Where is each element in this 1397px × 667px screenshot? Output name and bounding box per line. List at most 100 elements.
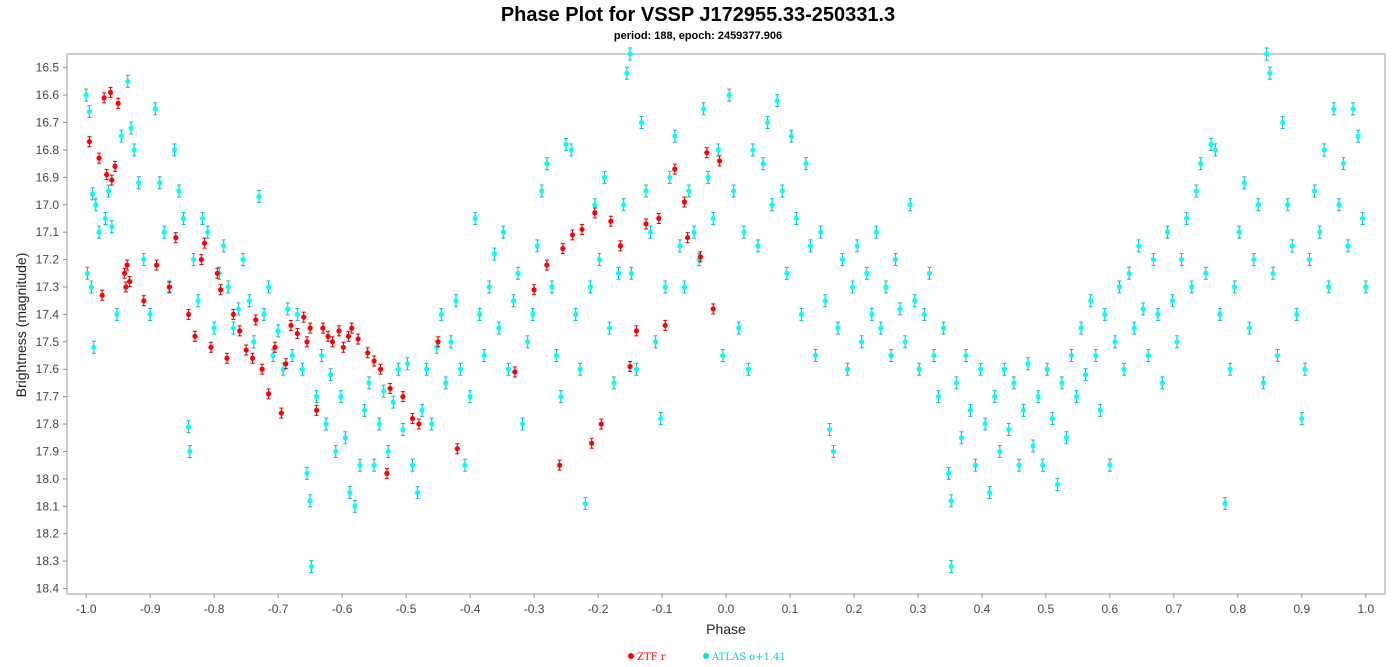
x-tick-label: -0.9 — [140, 602, 161, 616]
ztf-r-data-point — [579, 223, 585, 235]
atlas-o-data-point — [736, 321, 742, 335]
atlas-o-data-point — [357, 458, 363, 472]
atlas-o-data-point — [530, 307, 536, 321]
atlas-o-data-point — [596, 253, 602, 267]
atlas-o-data-point — [299, 362, 306, 376]
atlas-o-data-point — [745, 362, 751, 376]
ztf-r-data-point — [313, 404, 320, 416]
y-tick-label: 17.0 — [36, 198, 60, 212]
atlas-o-data-point — [240, 253, 246, 267]
atlas-o-data-point — [225, 280, 231, 294]
atlas-o-data-point — [519, 417, 526, 431]
x-tick-label: -0.8 — [204, 602, 225, 616]
x-tick-label: 0.4 — [974, 602, 991, 616]
series-ztf-r-points — [86, 86, 723, 479]
ztf-r-data-point — [253, 314, 259, 326]
atlas-o-data-point — [633, 362, 640, 376]
atlas-o-data-point — [686, 184, 692, 198]
atlas-o-data-point — [371, 458, 377, 472]
ztf-r-data-point — [633, 325, 640, 337]
atlas-o-data-point — [907, 198, 913, 212]
y-axis-label: Brightness (magnitude) — [13, 253, 29, 398]
atlas-o-data-point — [481, 349, 487, 363]
atlas-o-data-point — [191, 253, 197, 267]
ztf-r-data-point — [115, 97, 121, 109]
atlas-o-data-point — [313, 390, 320, 404]
x-tick-label: -0.2 — [588, 602, 609, 616]
atlas-o-data-point — [1350, 102, 1356, 116]
ztf-r-data-point — [685, 232, 691, 244]
ztf-r-data-point — [112, 160, 118, 172]
atlas-o-data-point — [1035, 390, 1041, 404]
atlas-o-data-point — [573, 307, 579, 321]
atlas-o-data-point — [1131, 321, 1137, 335]
atlas-o-data-point — [621, 198, 627, 212]
atlas-o-data-point — [1150, 253, 1156, 267]
atlas-o-data-point — [1169, 294, 1176, 308]
atlas-o-data-point — [385, 444, 391, 458]
atlas-o-data-point — [280, 362, 286, 376]
atlas-o-data-point — [854, 239, 860, 253]
y-tick-label: 18.0 — [36, 472, 60, 486]
atlas-o-data-point — [658, 412, 664, 426]
atlas-o-data-point — [443, 376, 449, 390]
atlas-o-data-point — [1001, 362, 1007, 376]
atlas-o-data-point — [195, 294, 201, 308]
atlas-o-data-point — [921, 307, 927, 321]
atlas-o-data-point — [289, 349, 295, 363]
ztf-r-data-point — [265, 388, 272, 400]
atlas-o-data-point — [200, 211, 206, 225]
atlas-o-data-point — [601, 170, 608, 184]
atlas-o-data-point — [1222, 497, 1228, 511]
atlas-o-data-point — [1289, 239, 1295, 253]
atlas-o-data-point — [1040, 458, 1046, 472]
atlas-o-data-point — [96, 225, 102, 239]
x-tick-label: 0.8 — [1230, 602, 1247, 616]
atlas-o-data-point — [1306, 253, 1313, 267]
atlas-o-data-point — [916, 362, 922, 376]
atlas-o-data-point — [720, 349, 726, 363]
y-tick-label: 18.1 — [36, 499, 60, 513]
atlas-o-data-point — [912, 294, 918, 308]
atlas-o-data-point — [419, 403, 425, 417]
x-tick-label: 1.0 — [1357, 602, 1374, 616]
atlas-o-data-point — [750, 143, 756, 157]
atlas-o-data-point — [366, 376, 372, 390]
atlas-o-data-point — [1063, 431, 1069, 445]
ztf-r-data-point — [185, 308, 192, 320]
atlas-o-data-point — [568, 143, 574, 157]
y-tick-label: 16.7 — [36, 116, 60, 130]
atlas-o-data-point — [505, 362, 512, 376]
x-tick-label: 0.5 — [1038, 602, 1055, 616]
ztf-r-data-point — [377, 363, 384, 375]
atlas-o-data-point — [472, 211, 478, 225]
atlas-o-data-point — [1011, 376, 1017, 390]
atlas-o-data-point — [1093, 349, 1099, 363]
atlas-o-data-point — [701, 102, 707, 116]
ztf-r-data-point — [208, 341, 214, 353]
atlas-o-data-point — [859, 335, 865, 349]
y-tick-label: 16.5 — [36, 61, 60, 75]
atlas-o-data-point — [1236, 225, 1242, 239]
atlas-o-data-point — [457, 362, 464, 376]
atlas-o-data-point — [764, 116, 771, 130]
ztf-r-data-point — [560, 243, 566, 255]
atlas-o-data-point — [677, 239, 683, 253]
atlas-o-data-point — [1274, 349, 1281, 363]
atlas-o-data-point — [453, 294, 459, 308]
atlas-o-data-point — [647, 225, 654, 239]
atlas-o-data-point — [500, 225, 506, 239]
atlas-o-data-point — [381, 384, 387, 398]
ztf-r-data-point — [355, 333, 361, 345]
atlas-o-data-point — [653, 335, 659, 349]
ztf-r-data-point — [320, 322, 326, 334]
ztf-r-data-point — [214, 267, 220, 279]
ztf-r-data-point — [349, 322, 355, 334]
ztf-r-data-point — [697, 251, 704, 263]
atlas-o-data-point — [926, 266, 933, 280]
legend-marker-atlas-o — [703, 653, 709, 659]
atlas-o-data-point — [221, 239, 227, 253]
y-tick-label: 17.3 — [36, 280, 60, 294]
x-tick-label: -1.0 — [76, 602, 97, 616]
atlas-o-data-point — [462, 458, 468, 472]
